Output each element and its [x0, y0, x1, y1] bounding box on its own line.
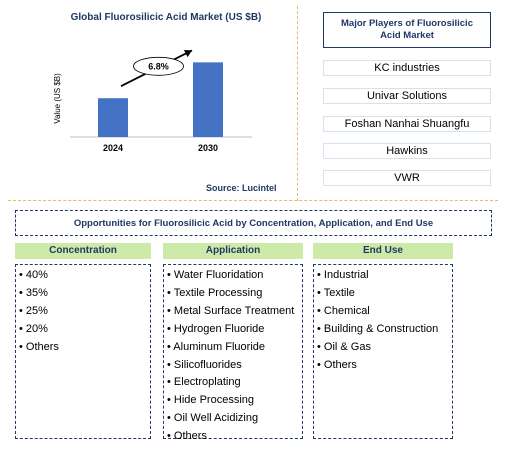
x-tick-label: 2024 [103, 143, 123, 153]
list-item: • Hide Processing [167, 394, 255, 407]
player-item: Hawkins [323, 143, 491, 159]
list-item: • 40% [19, 269, 48, 281]
player-item: KC industries [323, 60, 491, 76]
player-item: Univar Solutions [323, 88, 491, 104]
growth-arrowhead [183, 49, 192, 58]
list-item: • Textile [317, 286, 355, 299]
end-use-list: • Industrial • Textile • Chemical • Buildin… [313, 264, 453, 439]
list-item: • Metal Surface Treatment [167, 304, 295, 317]
list-item: • Others [167, 430, 207, 443]
list-item: • Building & Construction [317, 322, 439, 335]
market-bar-chart: 2024 2030 Value (US $B) 6.8% [53, 49, 252, 153]
opportunities-title: Opportunities for Fluorosilicic Acid by … [15, 210, 492, 236]
list-item: • Hydrogen Fluoride [167, 322, 265, 335]
bar-2024 [98, 98, 128, 137]
list-item: • 25% [19, 304, 48, 317]
cagr-ellipse [133, 56, 184, 76]
chart-title: Global Fluorosilicic Acid Market (US $B) [70, 12, 262, 23]
list-item: • Aluminum Fluoride [167, 340, 266, 353]
application-list: • Water Fluoridation • Textile Processing… [163, 264, 303, 442]
list-item: • Chemical [317, 304, 370, 317]
concentration-heading: Concentration [15, 243, 151, 259]
y-axis-label: Value (US $B) [53, 73, 62, 124]
player-item: Foshan Nanhai Shuangfu [323, 116, 491, 132]
list-item: • Silicofluorides [167, 358, 242, 371]
end-use-heading: End Use [313, 243, 453, 259]
list-item: • 20% [19, 322, 48, 335]
list-item: • Industrial [317, 269, 369, 281]
concentration-list: • 40% • 35% • 25% • 20% • Others [15, 264, 151, 439]
x-tick-label: 2030 [198, 143, 218, 153]
list-item: • Oil Well Acidizing [167, 412, 259, 425]
cagr-label: 6.8% [148, 61, 169, 71]
list-item: • Others [19, 340, 59, 353]
list-item: • Others [317, 358, 357, 371]
list-item: • Water Fluoridation [167, 269, 264, 281]
chart-source: Source: Lucintel [206, 183, 277, 193]
list-item: • Oil & Gas [317, 340, 371, 353]
vertical-divider [297, 6, 298, 201]
bar-2030 [193, 62, 223, 138]
list-item: • 35% [19, 286, 48, 299]
horizontal-divider [8, 200, 498, 201]
player-item: VWR [323, 170, 491, 186]
list-item: • Electroplating [167, 376, 241, 389]
players-title: Major Players of Fluorosilicic Acid Mark… [323, 12, 491, 48]
application-heading: Application [163, 243, 303, 259]
list-item: • Textile Processing [167, 286, 263, 299]
